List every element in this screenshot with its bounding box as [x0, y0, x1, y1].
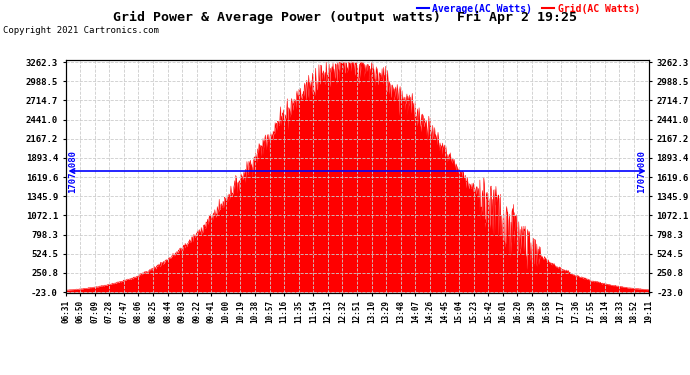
Legend: Average(AC Watts), Grid(AC Watts): Average(AC Watts), Grid(AC Watts)	[413, 0, 644, 18]
Text: 1707.080: 1707.080	[68, 150, 77, 192]
Text: Grid Power & Average Power (output watts)  Fri Apr 2 19:25: Grid Power & Average Power (output watts…	[113, 11, 577, 24]
Text: Copyright 2021 Cartronics.com: Copyright 2021 Cartronics.com	[3, 26, 159, 35]
Text: 1707.080: 1707.080	[638, 150, 647, 192]
